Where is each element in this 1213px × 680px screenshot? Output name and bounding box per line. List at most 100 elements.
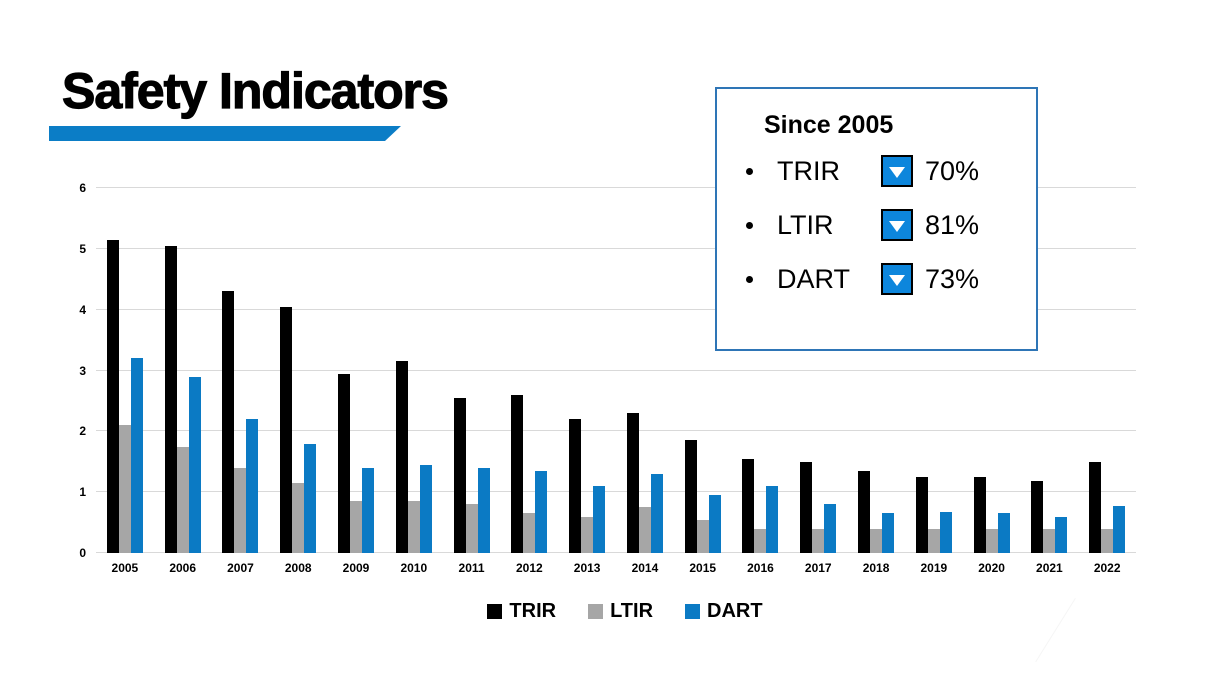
bar-group-2007 — [212, 188, 270, 553]
bar-dart — [997, 513, 1010, 553]
bar-group-2014 — [616, 188, 674, 553]
gridline — [96, 247, 1136, 249]
bar-trir — [222, 291, 235, 553]
bar-ltir — [1101, 528, 1114, 553]
metric-label: LTIR — [777, 209, 834, 240]
metric-change-value: 70% — [925, 155, 980, 186]
bar-dart — [130, 358, 143, 553]
metric-change-value: 81% — [925, 209, 980, 240]
x-axis-category-label: 2011 — [458, 561, 485, 575]
bar-dart — [882, 513, 895, 553]
y-axis-tick-label: 0 — [79, 546, 86, 560]
bar-dart — [1055, 516, 1068, 553]
bar-ltir — [118, 425, 131, 553]
bar-trir — [338, 373, 351, 553]
legend-swatch-icon — [487, 604, 503, 619]
bar-ltir — [292, 483, 305, 553]
legend-item-trir: TRIR — [487, 600, 556, 623]
legend-swatch-icon — [588, 604, 604, 619]
bullet-icon — [746, 221, 753, 229]
x-axis-category-label: 2014 — [631, 561, 659, 575]
bar-ltir — [985, 528, 998, 553]
bar-trir — [973, 476, 986, 553]
bar-group-2013 — [558, 188, 616, 553]
gridline — [96, 187, 1136, 188]
bar-trir — [106, 239, 119, 553]
x-axis: 2005 2006 2007 2008 2009 2010 2011 2012 2013 2014… — [96, 561, 1136, 575]
callout-item-dart: DART 73% — [717, 252, 1036, 306]
bar-dart — [535, 470, 548, 553]
gridline — [96, 308, 1136, 310]
y-axis-tick-label: 6 — [79, 181, 86, 195]
down-triangle-glyph — [889, 274, 905, 286]
bar-group-2017 — [789, 188, 847, 553]
legend-label: DART — [707, 600, 763, 622]
metric-label: DART — [777, 263, 851, 294]
y-axis-tick-label: 5 — [79, 241, 86, 256]
bar-trir — [1089, 461, 1102, 553]
x-axis-category-label: 2021 — [1036, 561, 1063, 575]
x-axis-category-label: 2007 — [227, 561, 254, 575]
bar-trir — [1031, 481, 1044, 553]
metric-label: TRIR — [777, 155, 840, 186]
bar-trir — [915, 476, 928, 553]
legend-item-ltir: LTIR — [588, 600, 653, 623]
bar-ltir — [234, 467, 247, 553]
watermark-logo — [1035, 598, 1185, 663]
y-axis-tick-label: 1 — [79, 485, 86, 500]
bar-group-2005 — [96, 188, 154, 553]
callout-title: Since 2005 — [764, 111, 894, 139]
x-axis-category-label: 2020 — [978, 561, 1005, 575]
bar-trir — [800, 461, 813, 553]
bar-ltir — [523, 513, 536, 553]
bar-groups — [96, 188, 1136, 553]
bar-chart-plot-area — [96, 187, 1136, 553]
bar-dart — [477, 467, 490, 553]
bullet-icon — [746, 167, 753, 175]
y-axis-tick-label: 2 — [79, 424, 86, 439]
x-axis-category-label: 2010 — [400, 561, 428, 575]
bar-dart — [304, 443, 317, 553]
chart-legend: TRIR LTIR DART — [0, 600, 1213, 623]
legend-swatch-icon — [685, 604, 701, 619]
x-axis-category-label: 2015 — [689, 561, 717, 575]
bar-group-2015 — [674, 188, 732, 553]
down-arrow-icon — [881, 209, 913, 241]
bar-ltir — [1043, 528, 1056, 553]
bar-group-2018 — [847, 188, 905, 553]
bar-group-2020 — [963, 188, 1021, 553]
bar-dart — [593, 486, 606, 553]
bar-ltir — [465, 504, 478, 553]
bar-dart — [650, 473, 663, 553]
bar-dart — [824, 504, 837, 553]
x-axis-category-label: 2017 — [804, 561, 832, 575]
down-arrow-icon — [881, 155, 913, 187]
bar-group-2022 — [1078, 188, 1136, 553]
gridline — [96, 552, 1136, 553]
bar-ltir — [927, 528, 940, 553]
bar-ltir — [696, 519, 709, 553]
bullet-icon — [746, 275, 753, 283]
bar-ltir — [581, 516, 594, 553]
bar-dart — [419, 464, 432, 553]
page-title: Safety Indicators — [61, 62, 449, 119]
bar-trir — [742, 458, 755, 553]
bar-ltir — [407, 501, 420, 553]
x-axis-category-label: 2018 — [862, 561, 890, 575]
bar-dart — [246, 419, 259, 553]
bar-trir — [569, 419, 582, 553]
bar-trir — [395, 361, 408, 553]
x-axis-category-label: 2019 — [920, 561, 948, 575]
down-triangle-glyph — [889, 220, 905, 232]
bar-group-2016 — [732, 188, 790, 553]
down-arrow-icon — [881, 263, 913, 295]
bar-group-2009 — [327, 188, 385, 553]
gridline — [96, 430, 1136, 432]
bar-trir — [280, 306, 293, 553]
down-triangle-glyph — [889, 166, 905, 178]
callout-rows: TRIR 70% LTIR 81% DART 73% — [717, 144, 1036, 306]
bar-ltir — [754, 528, 767, 553]
metric-change-value: 73% — [925, 263, 980, 294]
bar-dart — [362, 467, 375, 553]
